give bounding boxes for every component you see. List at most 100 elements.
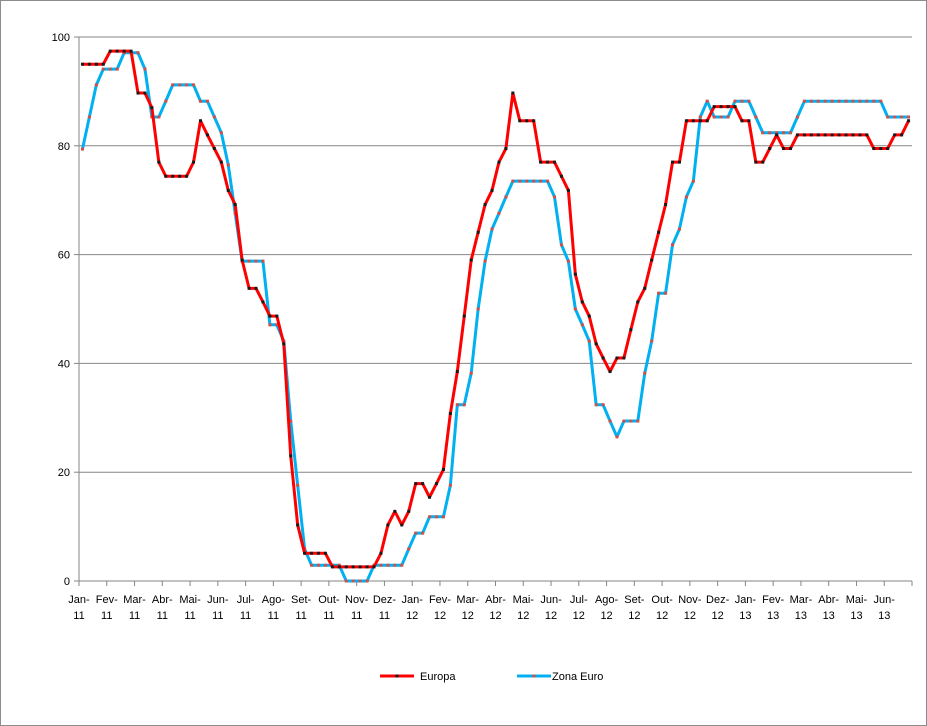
y-tick-label: 0 bbox=[64, 576, 70, 588]
data-point-europa bbox=[414, 482, 418, 486]
data-point-europa bbox=[212, 147, 216, 151]
x-tick-label-month: Mar- bbox=[790, 594, 813, 606]
data-point-zona-euro bbox=[879, 99, 883, 103]
data-point-zona-euro bbox=[636, 419, 640, 423]
x-tick-label-month: Ago- bbox=[262, 594, 286, 606]
x-tick-label-year: 11 bbox=[351, 610, 362, 622]
x-tick-label-year: 11 bbox=[184, 610, 195, 622]
data-point-europa bbox=[858, 133, 862, 137]
data-point-europa bbox=[768, 147, 772, 151]
x-tick-label-year: 12 bbox=[712, 610, 724, 622]
data-point-zona-euro bbox=[629, 419, 633, 423]
data-point-europa bbox=[511, 91, 515, 95]
data-point-europa bbox=[865, 133, 869, 137]
data-point-zona-euro bbox=[268, 323, 272, 327]
data-point-zona-euro bbox=[289, 419, 293, 423]
data-point-europa bbox=[789, 147, 793, 151]
x-tick-label-year: 12 bbox=[656, 610, 668, 622]
x-tick-label-month: Jan- bbox=[401, 594, 423, 606]
data-point-zona-euro bbox=[254, 259, 258, 263]
data-point-europa bbox=[594, 342, 598, 346]
data-point-europa bbox=[205, 133, 209, 137]
data-point-europa bbox=[365, 565, 369, 569]
x-tick-label-month: Nov- bbox=[345, 594, 369, 606]
data-point-zona-euro bbox=[865, 99, 869, 103]
x-tick-label-year: 11 bbox=[379, 610, 390, 622]
data-point-europa bbox=[268, 314, 272, 318]
x-tick-label-year: 12 bbox=[434, 610, 446, 622]
data-point-europa bbox=[823, 133, 827, 137]
data-point-zona-euro bbox=[226, 163, 230, 167]
data-point-europa bbox=[900, 133, 904, 137]
data-point-zona-euro bbox=[323, 563, 327, 567]
data-point-zona-euro bbox=[87, 115, 91, 119]
data-point-zona-euro bbox=[247, 259, 251, 263]
data-point-europa bbox=[122, 49, 126, 53]
data-point-zona-euro bbox=[448, 483, 452, 487]
data-point-zona-euro bbox=[455, 403, 459, 407]
data-point-zona-euro bbox=[518, 179, 522, 183]
data-point-europa bbox=[733, 105, 737, 109]
data-point-zona-euro bbox=[115, 67, 119, 71]
legend-marker-zona-euro bbox=[532, 674, 536, 678]
legend: Europa Zona Euro bbox=[380, 671, 603, 683]
data-point-zona-euro bbox=[511, 179, 515, 183]
data-point-zona-euro bbox=[677, 227, 681, 231]
series-lines bbox=[80, 49, 911, 583]
x-tick-label-year: 12 bbox=[406, 610, 418, 622]
data-point-europa bbox=[150, 106, 154, 110]
data-point-europa bbox=[726, 105, 730, 109]
data-point-zona-euro bbox=[365, 579, 369, 583]
data-point-europa bbox=[872, 147, 876, 151]
data-point-zona-euro bbox=[733, 99, 737, 103]
x-tick-label-year: 11 bbox=[323, 610, 334, 622]
data-point-zona-euro bbox=[809, 99, 813, 103]
x-tick-label-month: Set- bbox=[291, 594, 312, 606]
data-point-europa bbox=[101, 62, 105, 66]
data-point-zona-euro bbox=[900, 115, 904, 119]
data-point-zona-euro bbox=[337, 563, 341, 567]
data-point-zona-euro bbox=[143, 67, 147, 71]
data-point-zona-euro bbox=[178, 83, 182, 87]
x-tick-label-year: 11 bbox=[212, 610, 223, 622]
x-tick-label-month: Mai- bbox=[846, 594, 868, 606]
data-point-zona-euro bbox=[198, 99, 202, 103]
data-point-europa bbox=[233, 203, 237, 207]
data-point-europa bbox=[379, 551, 383, 555]
data-point-europa bbox=[94, 62, 98, 66]
x-tick-label-year: 13 bbox=[795, 610, 807, 622]
data-point-zona-euro bbox=[566, 259, 570, 263]
data-point-zona-euro bbox=[101, 67, 105, 71]
x-tick-label-month: Jan- bbox=[735, 594, 757, 606]
data-point-zona-euro bbox=[712, 115, 716, 119]
x-tick-label-year: 11 bbox=[101, 610, 112, 622]
data-point-europa bbox=[587, 314, 591, 318]
data-point-zona-euro bbox=[185, 83, 189, 87]
data-point-europa bbox=[428, 495, 432, 499]
data-point-zona-euro bbox=[830, 99, 834, 103]
data-point-zona-euro bbox=[164, 99, 168, 103]
data-point-zona-euro bbox=[476, 307, 480, 311]
data-point-zona-euro bbox=[421, 531, 425, 535]
data-point-europa bbox=[407, 509, 411, 513]
data-point-europa bbox=[219, 160, 223, 164]
x-tick-label-year: 13 bbox=[767, 610, 779, 622]
data-point-zona-euro bbox=[483, 259, 487, 263]
data-point-zona-euro bbox=[789, 131, 793, 135]
data-point-zona-euro bbox=[525, 179, 529, 183]
data-point-zona-euro bbox=[441, 515, 445, 519]
data-point-zona-euro bbox=[851, 99, 855, 103]
data-point-zona-euro bbox=[650, 339, 654, 343]
data-point-zona-euro bbox=[858, 99, 862, 103]
x-tick-label-year: 12 bbox=[684, 610, 696, 622]
data-point-europa bbox=[296, 523, 300, 527]
data-point-zona-euro bbox=[122, 51, 126, 55]
data-point-zona-euro bbox=[671, 243, 675, 247]
x-tick-label-year: 12 bbox=[489, 610, 501, 622]
legend-label-zona-euro: Zona Euro bbox=[552, 671, 603, 683]
data-point-zona-euro bbox=[462, 403, 466, 407]
data-point-europa bbox=[435, 482, 438, 486]
data-point-europa bbox=[87, 62, 91, 66]
data-point-zona-euro bbox=[546, 179, 550, 183]
data-point-zona-euro bbox=[775, 131, 779, 135]
